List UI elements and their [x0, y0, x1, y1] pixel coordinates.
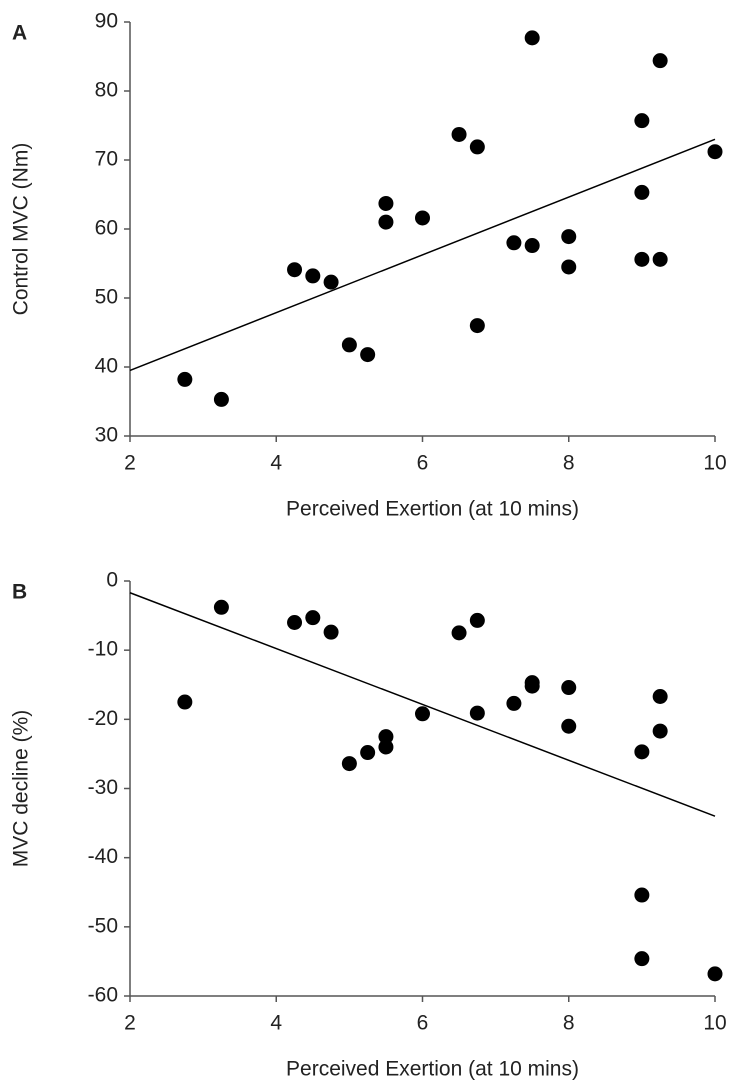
- data-point: [561, 259, 577, 275]
- data-point: [634, 887, 650, 903]
- data-point: [177, 694, 193, 710]
- data-point: [561, 718, 577, 734]
- y-tick-label: -20: [88, 707, 118, 730]
- y-tick-label: 40: [95, 355, 118, 378]
- data-point: [378, 729, 394, 745]
- data-point: [652, 251, 668, 267]
- trend-line: [129, 138, 716, 372]
- data-point: [378, 214, 394, 230]
- data-point: [305, 268, 321, 284]
- panel-label: B: [12, 581, 27, 604]
- y-tick-label: 80: [95, 79, 118, 102]
- data-point: [323, 274, 339, 290]
- x-tick-label: 2: [124, 452, 136, 475]
- data-point: [469, 612, 485, 628]
- data-point: [524, 678, 540, 694]
- trend-line: [129, 592, 716, 817]
- data-point: [213, 391, 229, 407]
- data-point: [415, 706, 430, 722]
- data-point: [378, 739, 394, 755]
- data-point: [469, 705, 485, 721]
- data-point: [634, 251, 650, 267]
- y-tick-label: -50: [88, 914, 118, 937]
- y-tick-label: 30: [95, 424, 118, 447]
- data-point: [634, 113, 650, 129]
- data-point: [707, 144, 723, 160]
- x-tick-label: 8: [563, 1012, 575, 1035]
- data-point: [634, 744, 650, 760]
- y-tick-label: 60: [95, 217, 118, 240]
- data-point: [360, 745, 376, 761]
- panel-label: A: [12, 22, 27, 45]
- data-point: [561, 680, 577, 696]
- x-axis-title: Perceived Exertion (at 10 mins): [286, 1058, 579, 1081]
- y-tick-label: -60: [88, 984, 118, 1007]
- data-point: [323, 624, 339, 640]
- y-tick-label: 90: [95, 10, 118, 33]
- data-point: [469, 139, 485, 155]
- y-tick-label: 0: [106, 569, 118, 592]
- y-tick-label: 70: [95, 148, 118, 171]
- data-point: [378, 195, 394, 211]
- data-point: [506, 235, 522, 251]
- data-point: [360, 347, 376, 363]
- data-point: [415, 210, 430, 226]
- x-tick-label: 4: [270, 1012, 282, 1035]
- x-tick-label: 2: [124, 1012, 136, 1035]
- data-point: [707, 966, 723, 982]
- data-point: [652, 723, 668, 739]
- y-axis-title: MVC decline (%): [10, 710, 33, 868]
- x-tick-label: 4: [270, 452, 282, 475]
- data-point: [451, 625, 467, 641]
- y-tick-label: 50: [95, 286, 118, 309]
- data-point: [341, 756, 357, 772]
- data-point: [524, 30, 540, 46]
- y-tick-label: -10: [88, 638, 118, 661]
- data-point: [506, 695, 522, 711]
- data-point: [213, 599, 229, 615]
- data-point: [524, 238, 540, 254]
- x-tick-label: 10: [703, 1012, 726, 1035]
- x-tick-label: 6: [417, 1012, 429, 1035]
- data-point: [469, 318, 485, 334]
- x-axis-title: Perceived Exertion (at 10 mins): [286, 498, 579, 521]
- data-point: [634, 184, 650, 200]
- y-axis-title: Control MVC (Nm): [10, 143, 33, 316]
- x-tick-label: 10: [703, 452, 726, 475]
- data-point: [561, 229, 577, 245]
- y-tick-label: -30: [88, 776, 118, 799]
- data-point: [634, 951, 650, 967]
- y-tick-label: -40: [88, 845, 118, 868]
- x-tick-label: 6: [417, 452, 429, 475]
- data-point: [652, 53, 668, 69]
- data-point: [341, 337, 357, 353]
- data-point: [287, 615, 303, 630]
- data-point: [451, 126, 467, 142]
- data-point: [305, 610, 321, 626]
- x-tick-label: 8: [563, 452, 575, 475]
- data-point: [287, 262, 303, 278]
- data-point: [177, 371, 193, 387]
- data-point: [652, 689, 668, 705]
